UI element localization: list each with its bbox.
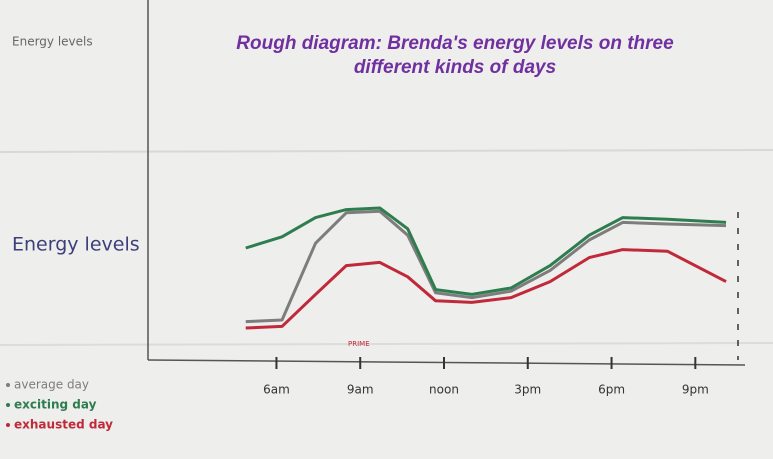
fold-line [0,150,773,152]
series-line [246,250,726,328]
legend-dot [6,403,10,407]
legend-label: average day [14,378,89,392]
y-axis-label: Energy levels [12,234,140,256]
legend-label: exhausted day [14,418,113,432]
x-tick-label: 6am [263,383,290,397]
x-tick-label: noon [429,383,459,397]
legend-dot [6,383,10,387]
x-axis [148,360,745,365]
annotation: PRIME [348,340,370,348]
x-tick-label: 3pm [514,383,541,397]
x-tick-label: 6pm [598,383,625,397]
legend-label: exciting day [14,398,97,412]
x-tick-label: 9pm [682,383,709,397]
x-tick-label: 9am [347,383,374,397]
series-line [246,211,726,321]
chart-title: Rough diagram: Brenda's energy levels on… [200,32,710,80]
legend-dot [6,423,10,427]
corner-label: Energy levels [12,35,93,49]
photo: Energy levels Energy levels PRIME 6am 9am… [0,0,773,459]
fold-line [0,343,773,345]
